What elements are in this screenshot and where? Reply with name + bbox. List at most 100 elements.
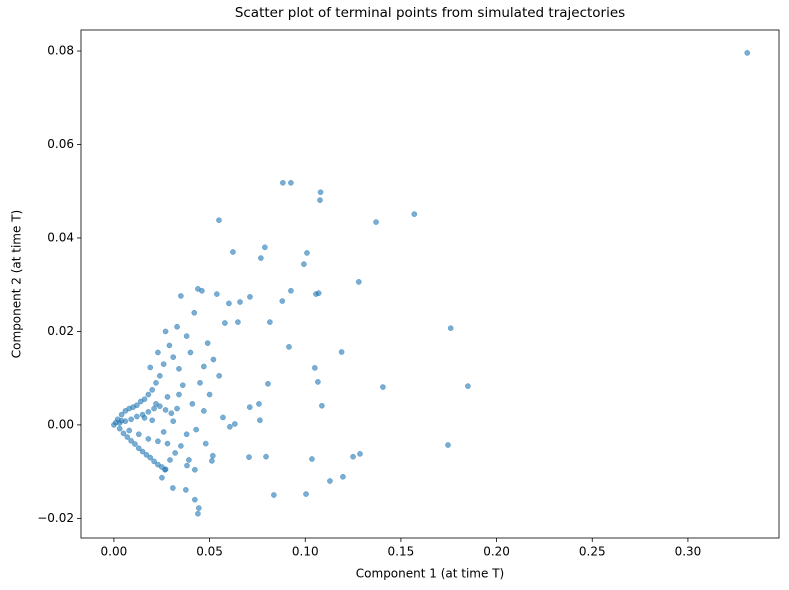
point [380,384,386,390]
point [153,401,159,407]
point [143,451,150,458]
point [174,405,180,412]
point [170,354,177,360]
point [220,414,226,421]
point [226,300,232,307]
point [172,450,178,456]
point [151,405,157,412]
point [447,325,454,332]
point [137,398,144,405]
point [196,505,202,511]
point [169,485,176,491]
point [271,492,277,498]
point [357,451,363,457]
point [164,440,171,447]
point [288,179,294,186]
point [445,442,451,448]
point [262,244,268,251]
point [263,453,269,460]
point [164,394,171,400]
point [132,441,138,447]
x-tick-label: 0.15 [388,545,415,559]
point [216,217,222,224]
point [309,456,315,462]
point [147,454,154,461]
point [204,340,211,346]
point [311,365,318,371]
point [135,431,142,438]
point [187,349,194,356]
point [160,429,167,435]
point [191,496,198,503]
point [135,445,142,452]
point [303,491,309,497]
point [120,430,127,437]
point [315,290,322,296]
point [147,364,154,371]
point [168,410,175,417]
point [170,418,177,425]
point [301,261,307,267]
point [247,294,253,300]
point [195,510,201,517]
point [149,387,156,393]
point [162,328,169,335]
point [200,363,207,370]
y-tick-label: 0.00 [47,417,74,431]
point [183,333,190,339]
point [184,462,190,469]
point [183,487,189,493]
point [230,249,236,255]
y-tick-label: 0.04 [47,230,74,244]
x-tick-label: 0.00 [101,545,128,559]
point [257,417,263,424]
point [338,349,345,355]
point [145,408,152,415]
point [176,391,182,398]
point [128,416,134,423]
point [317,197,323,203]
point [355,279,362,285]
y-axis-label: Component 2 (at time T) [10,210,24,358]
point [256,401,262,407]
point [141,415,148,421]
point [126,427,133,434]
point [197,379,203,386]
point [155,349,161,356]
point [280,179,286,186]
point [149,417,156,424]
point [167,457,173,463]
point [340,473,346,480]
y-tick-label: 0.08 [47,44,74,58]
point [191,309,198,316]
point [139,448,146,455]
point [111,422,117,428]
point [304,250,310,256]
point [145,391,152,398]
chart-title: Scatter plot of terminal points from sim… [235,5,625,21]
point [155,438,161,445]
point [209,452,216,459]
point [178,293,184,299]
point [235,319,241,325]
point [317,189,324,196]
point [744,50,751,56]
point [162,407,169,413]
y-tick-label: −0.02 [37,511,74,525]
point [216,372,222,379]
point [267,319,273,325]
point [288,287,294,294]
point [199,287,205,294]
point [186,457,192,463]
point [222,320,228,326]
x-axis-label: Component 1 (at time T) [356,567,504,581]
point [189,401,196,407]
point [465,383,471,389]
point [237,299,243,305]
y-tick-label: 0.06 [47,137,74,151]
point [258,255,264,261]
point [327,478,333,484]
point [210,356,217,363]
point [319,402,325,409]
